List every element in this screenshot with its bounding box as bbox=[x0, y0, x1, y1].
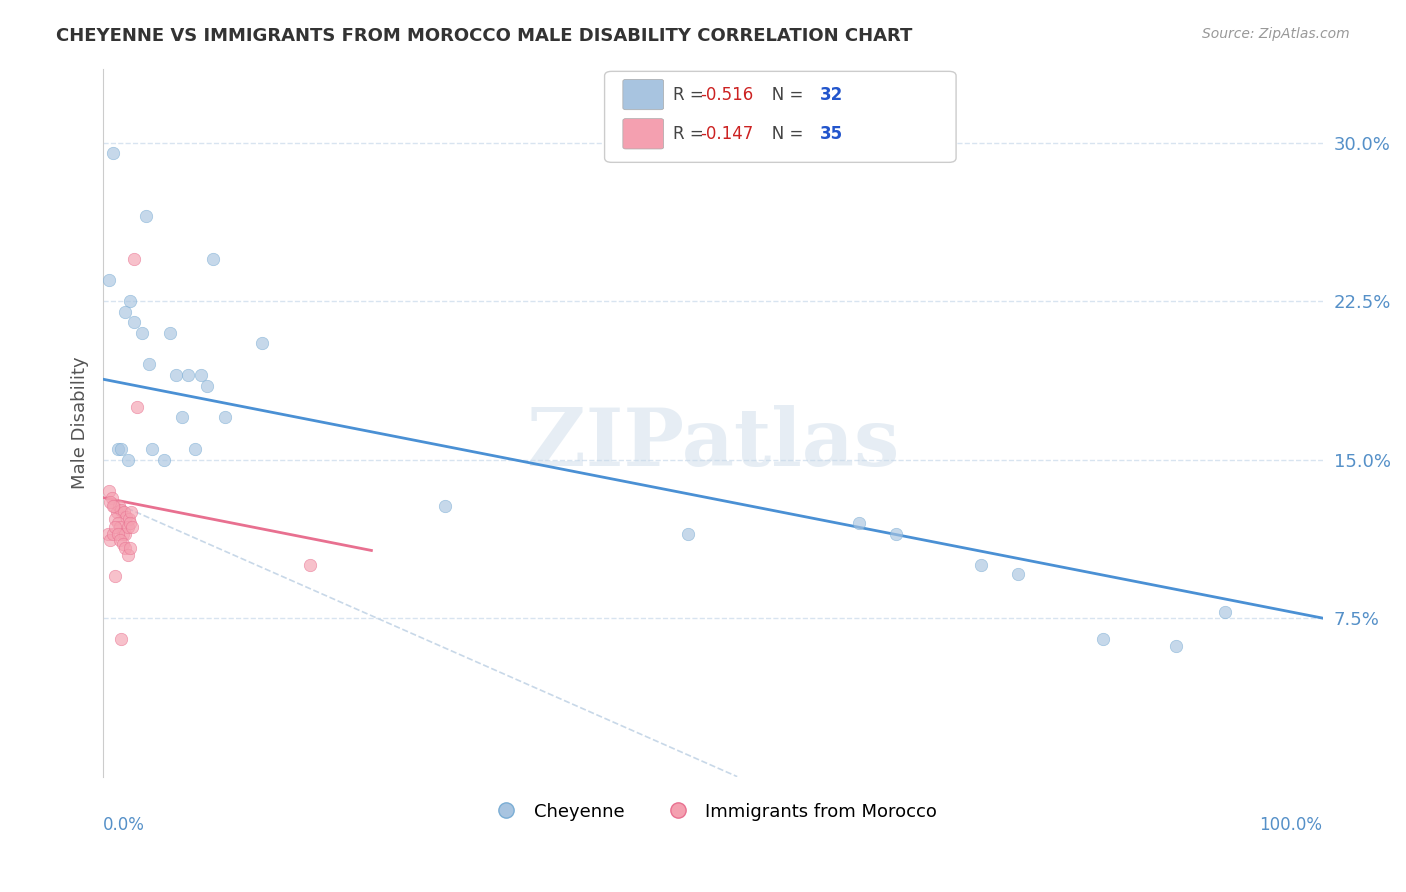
Point bbox=[104, 569, 127, 583]
Point bbox=[105, 505, 128, 519]
Point bbox=[183, 442, 205, 456]
Point bbox=[110, 632, 132, 647]
Point bbox=[107, 516, 129, 530]
Point bbox=[118, 512, 141, 526]
Point bbox=[121, 520, 143, 534]
Point bbox=[1213, 605, 1236, 619]
Point bbox=[108, 499, 131, 513]
Point bbox=[103, 499, 125, 513]
Point bbox=[970, 558, 993, 573]
Point bbox=[153, 452, 176, 467]
Point bbox=[108, 533, 131, 547]
Text: CHEYENNE VS IMMIGRANTS FROM MOROCCO MALE DISABILITY CORRELATION CHART: CHEYENNE VS IMMIGRANTS FROM MOROCCO MALE… bbox=[56, 27, 912, 45]
Y-axis label: Male Disability: Male Disability bbox=[72, 356, 89, 489]
Point bbox=[104, 512, 127, 526]
Point bbox=[100, 491, 122, 505]
Point bbox=[117, 548, 139, 562]
Text: N =: N = bbox=[756, 125, 808, 143]
Point bbox=[101, 146, 124, 161]
Text: 100.0%: 100.0% bbox=[1260, 815, 1323, 833]
Point bbox=[101, 499, 124, 513]
Point bbox=[678, 526, 700, 541]
Point bbox=[433, 499, 456, 513]
Point bbox=[250, 336, 273, 351]
Point bbox=[1092, 632, 1115, 647]
Point bbox=[138, 358, 160, 372]
Point bbox=[1166, 639, 1188, 653]
Point bbox=[190, 368, 212, 382]
Point bbox=[97, 526, 120, 541]
Point bbox=[104, 520, 127, 534]
Text: -0.516: -0.516 bbox=[700, 86, 754, 103]
Point bbox=[100, 533, 122, 547]
Point bbox=[110, 442, 132, 456]
Point bbox=[1007, 566, 1029, 581]
Point bbox=[117, 520, 139, 534]
Point bbox=[98, 484, 121, 499]
Text: 32: 32 bbox=[820, 86, 844, 103]
Point bbox=[118, 293, 141, 308]
Text: 0.0%: 0.0% bbox=[103, 815, 145, 833]
Point bbox=[114, 526, 136, 541]
Text: R =: R = bbox=[673, 86, 710, 103]
Point bbox=[107, 526, 129, 541]
Point bbox=[172, 410, 194, 425]
Point bbox=[98, 273, 121, 287]
Point bbox=[118, 516, 141, 530]
Point bbox=[141, 442, 163, 456]
Point bbox=[114, 541, 136, 556]
Point bbox=[195, 378, 218, 392]
Point bbox=[115, 509, 138, 524]
Legend: Cheyenne, Immigrants from Morocco: Cheyenne, Immigrants from Morocco bbox=[481, 796, 945, 828]
Point bbox=[165, 368, 187, 382]
Point bbox=[214, 410, 236, 425]
Point bbox=[100, 495, 122, 509]
Point bbox=[111, 526, 134, 541]
Point bbox=[110, 503, 132, 517]
Point bbox=[131, 326, 153, 340]
Point bbox=[884, 526, 907, 541]
Point bbox=[848, 516, 870, 530]
Text: ZIPatlas: ZIPatlas bbox=[527, 405, 898, 483]
Point bbox=[177, 368, 200, 382]
Text: R =: R = bbox=[673, 125, 710, 143]
Point bbox=[122, 252, 145, 266]
Point bbox=[101, 526, 124, 541]
Point bbox=[118, 541, 141, 556]
Text: N =: N = bbox=[756, 86, 808, 103]
Point bbox=[135, 210, 157, 224]
Point bbox=[127, 400, 149, 414]
Point bbox=[120, 505, 142, 519]
Point bbox=[122, 315, 145, 329]
Point bbox=[108, 520, 131, 534]
Text: 35: 35 bbox=[820, 125, 842, 143]
Point bbox=[201, 252, 224, 266]
Text: -0.147: -0.147 bbox=[700, 125, 754, 143]
Point bbox=[114, 304, 136, 318]
Point bbox=[117, 452, 139, 467]
Point bbox=[111, 537, 134, 551]
Point bbox=[112, 505, 135, 519]
Point bbox=[299, 558, 322, 573]
Text: Source: ZipAtlas.com: Source: ZipAtlas.com bbox=[1202, 27, 1350, 41]
Point bbox=[107, 442, 129, 456]
Point bbox=[159, 326, 181, 340]
